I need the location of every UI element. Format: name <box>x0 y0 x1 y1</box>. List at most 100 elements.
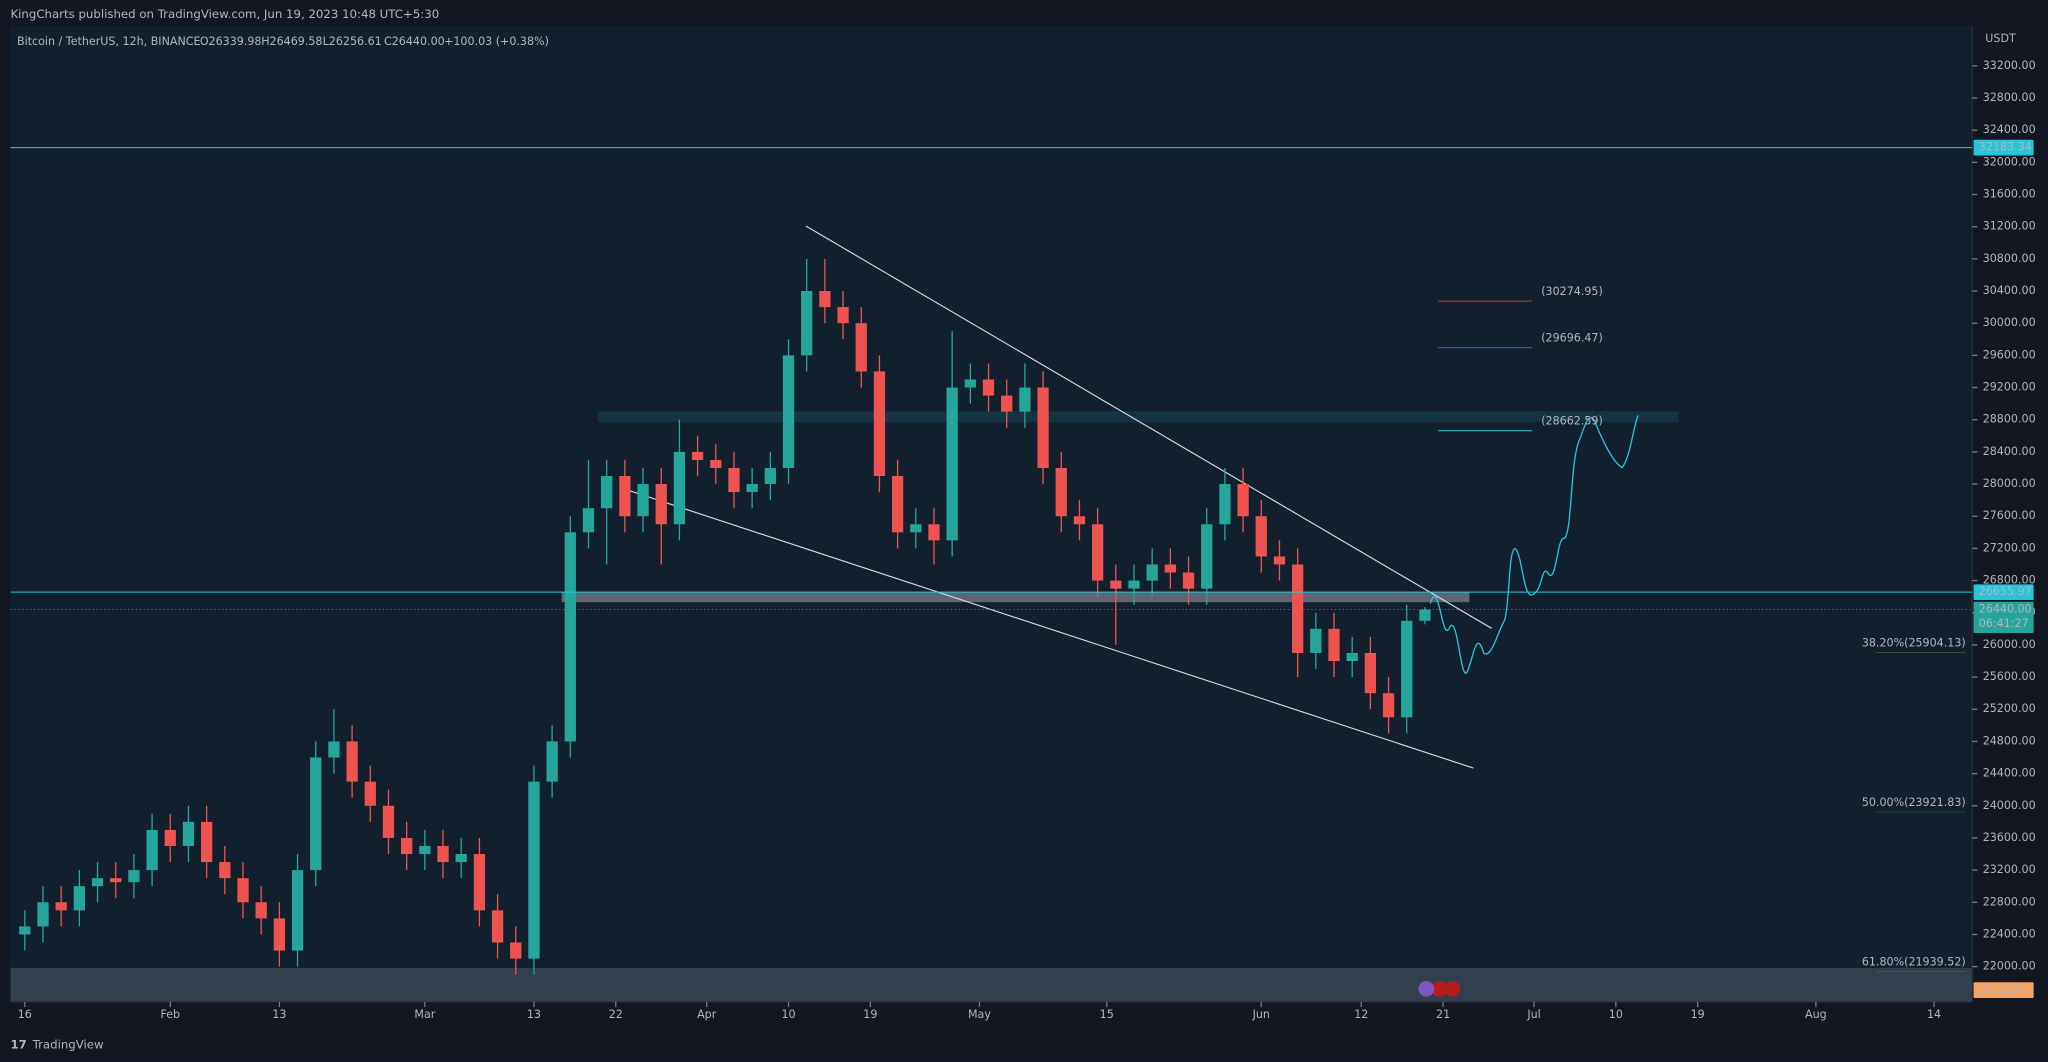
candle-body <box>1037 387 1049 468</box>
target-label: (29696.47) <box>1541 331 1603 344</box>
x-tick-label: May <box>968 1008 991 1021</box>
candle-body <box>73 886 86 911</box>
published-text: KingCharts published on TradingView.com,… <box>10 7 439 21</box>
candle-body <box>564 532 576 742</box>
event-icon <box>1418 980 1435 997</box>
ohlc-low: L26256.61 <box>323 35 382 48</box>
candle-body <box>491 910 504 943</box>
candle-body <box>601 476 613 509</box>
candle-body <box>1091 524 1104 581</box>
candle-body <box>655 484 667 525</box>
x-tick-label: Jun <box>1252 1008 1270 1021</box>
candle-body <box>1237 484 1249 517</box>
x-tick-label: 13 <box>527 1008 541 1021</box>
candle-body <box>437 845 449 863</box>
x-tick-label: 12 <box>1354 1008 1368 1021</box>
y-tick-label: 24800.00 <box>1983 734 2036 747</box>
candle-body <box>219 862 231 879</box>
x-tick-label: 21 <box>1436 1008 1450 1021</box>
candle-body <box>1310 628 1322 653</box>
candle-body <box>1073 516 1086 525</box>
candle-body <box>1382 693 1395 718</box>
candle-body <box>1110 580 1122 589</box>
x-tick-label: 15 <box>1100 1008 1114 1021</box>
candle-body <box>910 524 922 533</box>
y-tick-label: 28800.00 <box>1983 413 2036 426</box>
trend-line <box>626 489 1474 769</box>
x-tick-label: Mar <box>414 1008 435 1021</box>
candle-body <box>182 821 195 846</box>
y-tick-label: 25200.00 <box>1983 702 2036 715</box>
candle-body <box>382 805 395 838</box>
resistance-zone <box>597 411 1679 423</box>
candle-body <box>346 741 358 782</box>
candle-body <box>1292 564 1304 653</box>
candle-body <box>855 323 867 372</box>
candle-body <box>928 524 940 541</box>
candle-body <box>673 451 686 525</box>
y-tick-label: 22800.00 <box>1983 895 2036 908</box>
y-tick-label: 24000.00 <box>1983 799 2036 812</box>
candle-body <box>764 467 776 485</box>
y-tick-label: 32800.00 <box>1983 91 2036 104</box>
candle-body <box>1055 467 1067 517</box>
candle-body <box>1255 516 1267 557</box>
y-tick-label: 31200.00 <box>1983 220 2036 233</box>
candle-body <box>1364 652 1377 694</box>
y-tick-label: 33200.00 <box>1983 59 2036 72</box>
event-icon <box>1444 980 1461 997</box>
price-tag <box>1973 584 2034 600</box>
candle-body <box>1201 524 1213 589</box>
candle-body <box>364 781 376 806</box>
candle-body <box>237 878 249 903</box>
y-tick-label: 27200.00 <box>1983 541 2036 554</box>
candle-body <box>619 476 631 517</box>
candle-body <box>273 918 286 951</box>
projection-path <box>1429 415 1639 674</box>
candle-body <box>328 741 340 758</box>
countdown-label: 06:41:27 <box>1979 617 2029 630</box>
candle-body <box>691 451 704 460</box>
x-tick-label: 13 <box>272 1008 286 1021</box>
y-tick-label: 28400.00 <box>1983 445 2036 458</box>
x-tick-label: 14 <box>1927 1008 1941 1021</box>
candle-body <box>746 484 758 493</box>
candle-body <box>1182 572 1195 589</box>
candle-body <box>1219 484 1231 525</box>
candle-body <box>291 870 304 951</box>
x-tick-label: 10 <box>781 1008 795 1021</box>
target-label: (28662.59) <box>1541 415 1603 428</box>
y-tick-label: 28000.00 <box>1983 477 2036 490</box>
fib-label: 61.80%(21939.52) <box>1862 955 1966 968</box>
y-tick-label: 23600.00 <box>1983 831 2036 844</box>
ohlc-change: +100.03 (+0.38%) <box>444 35 549 48</box>
footer-brand: TradingView <box>32 1037 104 1051</box>
candle-body <box>419 845 431 855</box>
y-tick-label: 27600.00 <box>1983 509 2036 522</box>
y-tick-label: 25600.00 <box>1983 670 2036 683</box>
price-tag-label: 26655.97 <box>1979 585 2032 598</box>
candle-body <box>201 821 213 863</box>
y-tick-label: 26000.00 <box>1983 638 2036 651</box>
candle-body <box>1346 652 1358 662</box>
candle-body <box>582 508 595 533</box>
x-tick-label: 22 <box>609 1008 623 1021</box>
candle-body <box>1146 564 1158 581</box>
candle-body <box>1019 387 1031 412</box>
y-tick-label: 22000.00 <box>1983 960 2036 973</box>
x-tick-label: Apr <box>697 1008 717 1021</box>
candle-body <box>964 379 976 388</box>
candle-body <box>546 741 558 782</box>
candle-body <box>91 878 104 887</box>
candle-body <box>455 854 467 863</box>
unit-label: USDT <box>1985 32 2016 45</box>
price-tag <box>1973 601 2034 634</box>
y-tick-label: 29200.00 <box>1983 381 2036 394</box>
candle-body <box>801 291 813 356</box>
candle-body <box>710 459 722 468</box>
y-tick-label: 32000.00 <box>1983 155 2036 168</box>
candle-body <box>528 781 540 959</box>
candle-body <box>310 757 322 871</box>
candle-body <box>1164 564 1176 573</box>
